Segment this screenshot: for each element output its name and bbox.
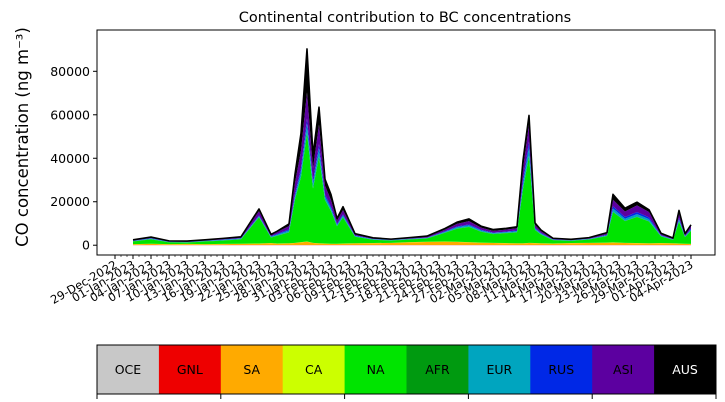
area-rus [133, 118, 691, 242]
legend-label: AUS [672, 362, 698, 377]
total-line [132, 48, 692, 242]
legend-frame [96, 344, 717, 395]
area-aus [133, 48, 691, 242]
legend-swatch-aus [654, 345, 717, 394]
legend-swatch-eur [468, 345, 531, 394]
legend-label: NA [367, 362, 385, 377]
area-sa [133, 241, 691, 245]
legend-swatch-ca [282, 345, 346, 394]
legend-swatch-rus [530, 345, 593, 394]
area-eur [133, 123, 691, 243]
legend-swatch-afr [406, 345, 469, 394]
area-asi [133, 92, 691, 242]
legend-label: GNL [177, 362, 203, 377]
legend-colorbar: OCE GNL SA CA NA AFR EUR RUS ASI AUS [96, 344, 717, 399]
legend-label: ASI [613, 362, 633, 377]
axes-frame [96, 29, 716, 256]
legend-swatch-gnl [158, 345, 222, 394]
y-axis-label: CO concentration (ng m⁻³) [13, 27, 32, 247]
plot-area: 02000040000600008000029-Dec-202201-Jan-2… [48, 29, 716, 307]
chart-title: Continental contribution to BC concentra… [239, 10, 571, 26]
legend-label: OCE [115, 362, 142, 377]
y-tick-label: 0 [82, 238, 90, 253]
legend-swatch-oce [97, 345, 160, 394]
legend-label: CA [305, 362, 323, 377]
legend-label: SA [243, 362, 260, 377]
legend-label: RUS [548, 362, 574, 377]
y-tick-label: 60000 [50, 107, 90, 122]
y-tick-label: 40000 [50, 151, 90, 166]
y-tick-label: 80000 [50, 64, 90, 79]
y-tick-label: 20000 [50, 194, 90, 209]
legend-swatch-sa [220, 345, 284, 394]
legend-swatch-na [344, 345, 407, 394]
area-ca [133, 241, 691, 245]
legend-label: AFR [425, 362, 450, 377]
legend-label: EUR [486, 362, 512, 377]
area-na [133, 132, 691, 245]
legend-swatch-asi [592, 345, 655, 394]
